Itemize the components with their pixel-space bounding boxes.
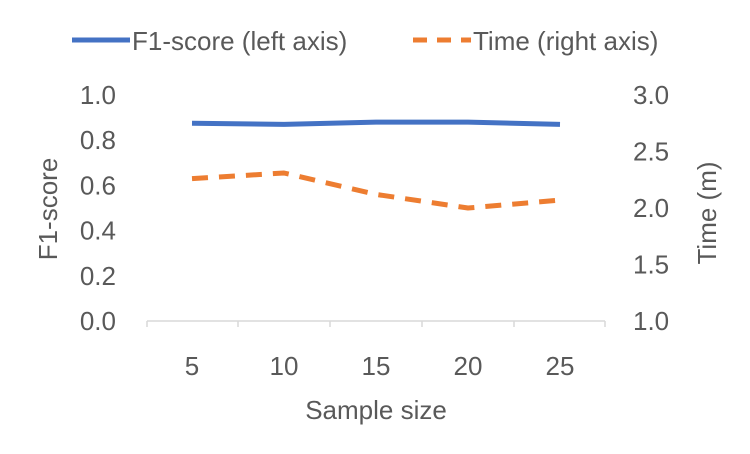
y-left-tick-label: 0.4 [80,216,116,246]
y-right-axis-title: Time (m) [692,161,722,264]
x-tick-label: 5 [185,351,199,381]
y-right-tick-label: 3.0 [633,80,669,110]
series-layer [191,119,561,211]
y-left-tick-label: 1.0 [80,80,116,110]
x-tick-label: 20 [454,351,483,381]
y-left-tick-labels: 0.0 0.2 0.4 0.6 0.8 1.0 [80,80,116,336]
x-tick-label: 10 [270,351,299,381]
legend: F1-score (left axis) Time (right axis) [72,26,658,56]
legend-label-f1: F1-score (left axis) [132,26,347,56]
y-left-tick-label: 0.2 [80,261,116,291]
y-left-axis-title: F1-score [33,158,63,261]
series-line-f1 [191,119,561,127]
y-right-tick-label: 1.5 [633,250,669,280]
legend-label-time: Time (right axis) [473,26,658,56]
y-right-tick-label: 1.0 [633,306,669,336]
x-axis-title: Sample size [305,395,447,425]
series-line-time [191,170,561,211]
y-right-tick-label: 2.5 [633,137,669,167]
x-tick-label: 15 [362,351,391,381]
y-left-tick-label: 0.0 [80,306,116,336]
x-tick-labels: 5 10 15 20 25 [185,351,575,381]
x-tick-label: 25 [546,351,575,381]
y-left-tick-label: 0.6 [80,170,116,200]
y-left-tick-label: 0.8 [80,125,116,155]
y-right-tick-label: 2.0 [633,193,669,223]
x-tick-marks [146,321,606,327]
y-right-tick-labels: 1.0 1.5 2.0 2.5 3.0 [633,80,669,336]
